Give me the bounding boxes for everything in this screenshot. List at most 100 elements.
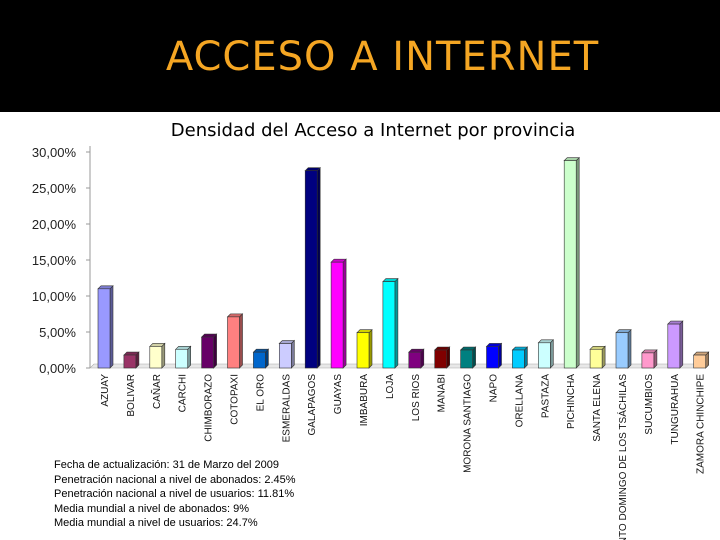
bar-chart: 30,00% 25,00% 20,00% 15,00% 10,00% 5,00% 0,00%… <box>32 145 710 540</box>
bar-top <box>459 346 477 351</box>
x-tick-label: MORONA SANTIAGO <box>463 374 474 473</box>
bar <box>408 351 422 369</box>
bar-top <box>226 313 244 318</box>
bar <box>175 348 188 369</box>
bar <box>330 261 344 369</box>
bar-top <box>123 351 140 356</box>
x-tick-label: COTOPAXI <box>230 374 241 425</box>
bar-side <box>239 313 243 369</box>
bar-side <box>679 320 684 369</box>
note-national-users: Penetración nacional a nivel de usuarios… <box>54 488 295 500</box>
x-tick-label: GALAPAGOS <box>307 374 318 436</box>
y-tick-label: 0,00% <box>39 361 76 376</box>
bar-side <box>601 345 606 369</box>
x-tick-label: LOS RIOS <box>411 374 422 422</box>
bar-side <box>290 339 295 369</box>
bar-side <box>161 342 166 369</box>
bar-side <box>368 328 373 369</box>
bar <box>486 346 499 369</box>
x-tick-label: CAÑAR <box>150 374 163 409</box>
x-tick-label: ZAMORA CHINCHIPE <box>696 374 707 474</box>
bar-top <box>149 343 166 347</box>
bar <box>512 349 525 369</box>
slide-title: ACCESO A INTERNET <box>165 34 600 80</box>
bar <box>356 332 370 369</box>
bar-top <box>433 346 451 351</box>
note-world-users: Media mundial a nivel de usuarios: 24.7% <box>54 517 258 529</box>
bar-side <box>498 342 502 369</box>
x-tick-label: BOLIVAR <box>126 374 137 417</box>
bar-side <box>627 328 632 369</box>
bar-top <box>97 285 114 290</box>
bar-top <box>304 167 321 172</box>
bar-top <box>408 348 425 353</box>
x-tick-label: PICHINCHA <box>566 374 577 429</box>
bar-top <box>511 346 529 351</box>
bar-top <box>330 258 347 263</box>
x-tick-label: LOJA <box>385 374 396 399</box>
bar <box>149 346 163 369</box>
bar <box>304 170 318 369</box>
bar-side <box>472 346 476 369</box>
bar <box>227 316 240 369</box>
y-tick-label: 10,00% <box>32 289 77 304</box>
x-tick-label: SUCUMBIOS <box>644 374 655 435</box>
bar-side <box>575 156 580 369</box>
bar-side <box>549 339 554 369</box>
bar-side <box>187 345 191 369</box>
bar <box>563 160 577 369</box>
note-update-date: Fecha de actualización: 31 de Marzo del … <box>54 459 280 471</box>
bar-top <box>356 329 373 334</box>
bar-side <box>394 277 399 369</box>
x-tick-label: ORELLANA <box>514 374 525 428</box>
bar <box>615 332 629 369</box>
x-tick-label: PASTAZA <box>540 374 551 418</box>
bar <box>201 336 214 369</box>
bar <box>434 349 448 369</box>
bar <box>253 351 266 369</box>
bar-side <box>109 285 114 369</box>
y-tick-label: 25,00% <box>32 181 77 196</box>
bar-top <box>200 333 218 338</box>
bar-top <box>278 340 296 344</box>
bar <box>123 354 137 369</box>
chart-title: Densidad del Acceso a Internet por provi… <box>170 120 576 141</box>
bar-side <box>316 166 321 369</box>
bar-top <box>615 329 632 334</box>
bar-top <box>692 351 710 356</box>
x-tick-label: CARCHI <box>178 374 189 412</box>
bar-top <box>563 157 580 161</box>
x-tick-label: TUNGURAHUA <box>670 374 681 445</box>
note-world-subscribers: Media mundial a nivel de abonados: 9% <box>54 502 250 515</box>
x-tick-label: CHIMBORAZO <box>204 374 215 442</box>
bar-top <box>174 345 192 350</box>
notes-block: Fecha de actualización: 31 de Marzo del … <box>54 458 296 531</box>
x-tick-label: AZUAY <box>100 374 111 407</box>
bar-top <box>641 349 658 354</box>
bar <box>693 354 707 369</box>
x-tick-label: MANABI <box>437 374 448 412</box>
y-tick-label: 5,00% <box>39 325 76 340</box>
x-tick-label: ESMERALDAS <box>281 374 292 443</box>
y-tick-label: 20,00% <box>32 217 77 232</box>
bar <box>537 342 551 369</box>
bar <box>97 288 111 369</box>
note-national-subscribers: Penetración nacional a nivel de abonados… <box>54 473 296 486</box>
bar-side <box>446 346 451 369</box>
bar-side <box>342 258 347 369</box>
bar-top <box>537 339 555 344</box>
bar <box>589 348 603 369</box>
bar <box>382 281 396 369</box>
bar-side <box>213 333 217 369</box>
bar-top <box>589 345 606 350</box>
bar <box>460 349 473 369</box>
x-tick-label: SANTO DOMINGO DE LOS TSÁCHILAS <box>616 374 629 540</box>
title-banner: ACCESO A INTERNET <box>0 0 720 112</box>
bar-top <box>382 278 399 282</box>
x-tick-label: EL ORO <box>255 374 266 412</box>
x-tick-label: GUAYAS <box>333 374 344 415</box>
x-tick-label: SANTA ELENA <box>592 374 603 442</box>
y-tick-label: 30,00% <box>32 145 77 160</box>
bar-top <box>252 348 270 353</box>
bar-top <box>485 343 503 347</box>
